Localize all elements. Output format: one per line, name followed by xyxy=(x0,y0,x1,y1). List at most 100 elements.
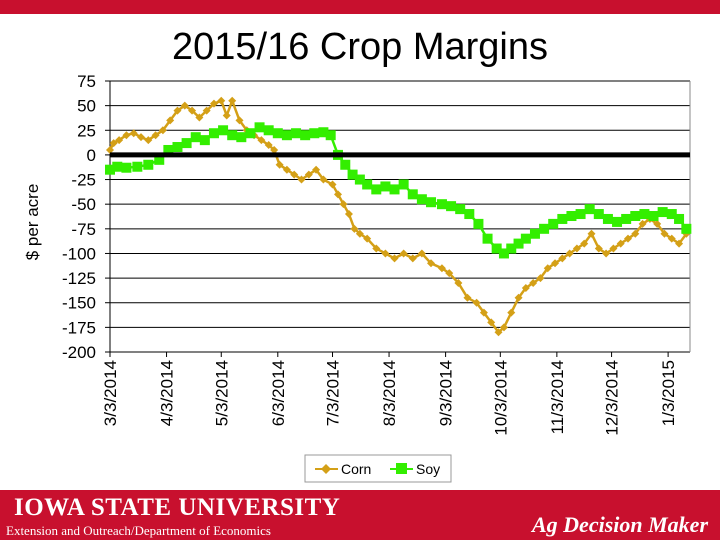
soy-point xyxy=(548,218,559,229)
legend-soy-label: Soy xyxy=(416,461,440,477)
soy-point xyxy=(389,184,400,195)
x-tick-label: 4/3/2014 xyxy=(158,360,177,426)
corn-point xyxy=(399,249,408,258)
soy-point xyxy=(455,204,466,215)
corn-point xyxy=(312,165,321,174)
soy-point xyxy=(520,233,531,244)
soy-point xyxy=(473,218,484,229)
corn-point xyxy=(479,308,488,317)
soy-point xyxy=(181,138,192,149)
corn-point xyxy=(551,259,560,268)
soy-point xyxy=(575,209,586,220)
soy-point xyxy=(657,207,668,218)
series-soy xyxy=(105,122,692,259)
corn-point xyxy=(631,229,640,238)
corn-point xyxy=(616,239,625,248)
corn-point xyxy=(427,259,436,268)
soy-point xyxy=(362,179,373,190)
corn-point xyxy=(390,254,399,263)
corn-point xyxy=(487,318,496,327)
soy-point xyxy=(446,201,457,212)
corn-point xyxy=(144,136,153,145)
soy-point xyxy=(300,130,311,141)
corn-point xyxy=(363,234,372,243)
x-tick-label: 8/3/2014 xyxy=(380,360,399,426)
soy-point xyxy=(464,209,475,220)
university-wordmark: IOWA STATE UNIVERSITY xyxy=(14,494,341,521)
y-tick-label: -50 xyxy=(71,195,96,214)
soy-point xyxy=(602,213,613,224)
y-tick-label: 75 xyxy=(77,72,96,91)
corn-point xyxy=(228,96,237,105)
soy-point xyxy=(309,128,320,139)
corn-point xyxy=(494,328,503,337)
corn-point xyxy=(536,274,545,283)
soy-point xyxy=(112,161,123,172)
corn-point xyxy=(319,175,328,184)
corn-point xyxy=(623,234,632,243)
corn-point xyxy=(355,229,364,238)
x-tick-label: 7/3/2014 xyxy=(324,360,343,426)
footer-bar: IOWA STATE UNIVERSITY Extension and Outr… xyxy=(0,490,720,540)
soy-point xyxy=(371,184,382,195)
grid-lines xyxy=(109,80,691,353)
soy-point xyxy=(190,132,201,143)
corn-point xyxy=(653,219,662,228)
soy-point xyxy=(648,211,659,222)
soy-point xyxy=(557,213,568,224)
corn-point xyxy=(270,145,279,154)
soy-point xyxy=(681,223,692,234)
corn-point xyxy=(472,298,481,307)
soy-point xyxy=(513,238,524,249)
x-tick-label: 1/3/2015 xyxy=(659,360,678,426)
corn-point xyxy=(558,254,567,263)
corn-point xyxy=(235,116,244,125)
corn-point xyxy=(339,200,348,209)
soy-point xyxy=(172,142,183,153)
corn-point xyxy=(166,116,175,125)
soy-point xyxy=(263,125,274,136)
corn-point xyxy=(514,293,523,302)
corn-point xyxy=(333,190,342,199)
soy-point xyxy=(227,130,238,141)
legend-corn-marker xyxy=(321,464,331,474)
corn-point xyxy=(417,249,426,258)
corn-point xyxy=(344,210,353,219)
soy-point xyxy=(482,233,493,244)
corn-point xyxy=(257,136,266,145)
corn-point xyxy=(609,244,618,253)
department-name: Extension and Outreach/Department of Eco… xyxy=(6,523,271,538)
corn-point xyxy=(594,244,603,253)
corn-point xyxy=(543,264,552,273)
soy-point xyxy=(398,179,409,190)
corn-point xyxy=(122,131,131,140)
corn-point xyxy=(572,244,581,253)
x-tick-label: 11/3/2014 xyxy=(548,360,567,434)
soy-point xyxy=(143,159,154,170)
soy-point xyxy=(218,125,229,136)
soy-point xyxy=(639,209,650,220)
corn-point xyxy=(507,308,516,317)
corn-point xyxy=(565,249,574,258)
y-tick-label: 25 xyxy=(77,121,96,140)
soy-point xyxy=(407,189,418,200)
corn-point xyxy=(264,141,273,150)
y-axis-label: $ per acre xyxy=(23,184,42,261)
legend-soy-marker xyxy=(396,463,407,474)
corn-point xyxy=(290,170,299,179)
soy-point xyxy=(416,194,427,205)
corn-point xyxy=(529,279,538,288)
ag-decision-maker-logo: Ag Decision Maker xyxy=(532,512,708,537)
corn-point xyxy=(109,139,118,148)
corn-point xyxy=(188,106,197,115)
corn-point xyxy=(195,113,204,122)
corn-point xyxy=(115,136,124,145)
y-tick-label: -150 xyxy=(62,294,96,313)
x-tick-label: 6/3/2014 xyxy=(269,360,288,426)
crop-margins-chart: 75 50 25 0 -25 -50 -75 -100 -125 -150 -175 -200 3/3… xyxy=(23,72,692,483)
series-lines xyxy=(105,96,692,337)
x-tick-label: 12/3/2014 xyxy=(603,360,622,436)
corn-point xyxy=(304,170,313,179)
x-tick-label: 3/3/2014 xyxy=(101,360,120,426)
soy-point xyxy=(491,243,502,254)
